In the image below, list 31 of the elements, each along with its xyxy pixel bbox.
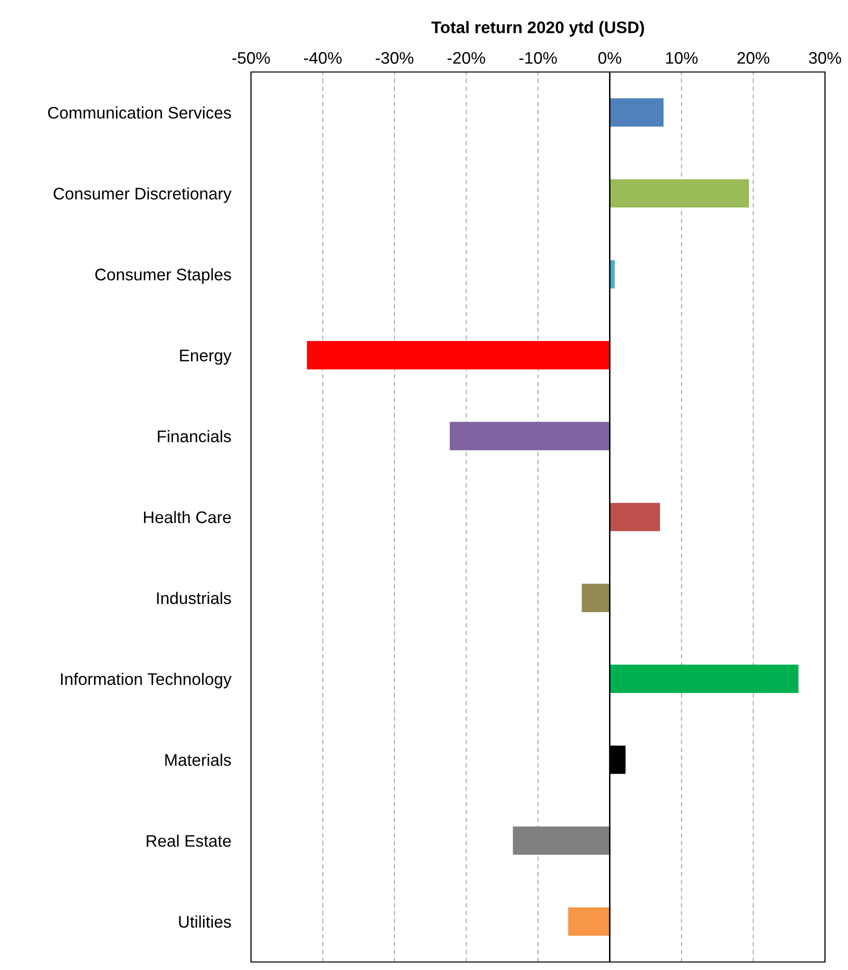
x-tick-label: 10% [666, 52, 698, 64]
y-tick-label: Health Care [144, 510, 231, 524]
x-tick-label: 30% [808, 52, 842, 64]
x-tick-label: -50% [232, 52, 270, 64]
bar [568, 907, 610, 936]
chart-title: Total return 2020 ytd (USD) [431, 21, 644, 37]
y-tick-label: Real Estate [146, 834, 231, 847]
bar [610, 260, 615, 288]
bar [306, 341, 610, 370]
x-tick-label: -20% [448, 52, 486, 64]
y-tick-label: Materials [165, 754, 231, 766]
x-tick-label: 0% [598, 52, 622, 64]
x-tick-label: 20% [737, 52, 770, 64]
y-tick-label: Consumer Discretionary [54, 187, 232, 203]
x-tick-label: -30% [376, 52, 414, 64]
bar [610, 502, 660, 532]
y-tick-label: Financials [158, 430, 231, 442]
x-tick-label: -10% [519, 52, 557, 64]
bar [450, 422, 610, 450]
bar [582, 584, 610, 612]
bar [610, 179, 749, 208]
bar [610, 664, 798, 693]
y-tick-label: Consumer Staples [95, 268, 231, 284]
y-tick-label: Industrials [157, 592, 231, 604]
bar [512, 826, 610, 855]
y-tick-label: Communication Services [48, 106, 231, 119]
x-tick-label: -40% [304, 52, 342, 64]
y-tick-label: Utilities [179, 916, 231, 928]
y-tick-label: Information Technology [61, 672, 232, 688]
bar [610, 98, 664, 127]
y-tick-label: Energy [180, 350, 232, 365]
